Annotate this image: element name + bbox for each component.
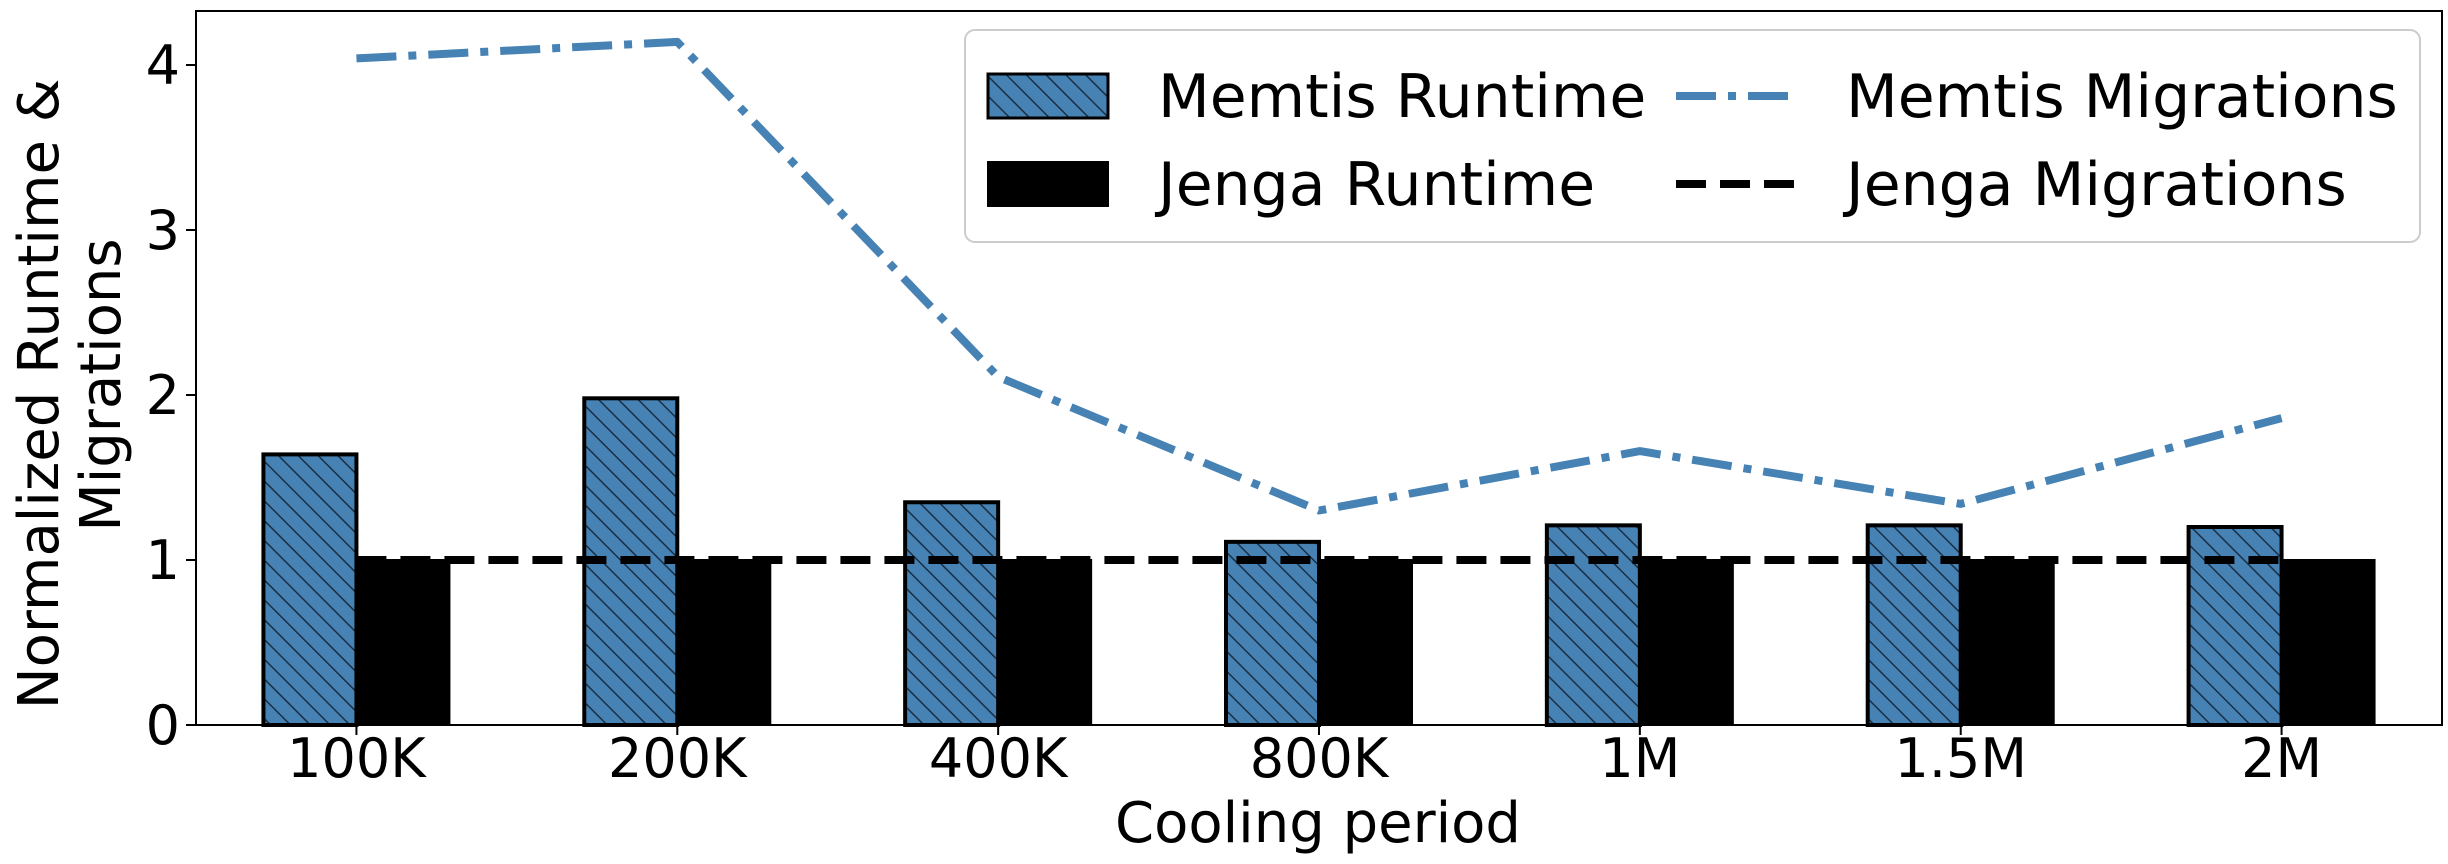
plot-area <box>195 10 2443 727</box>
jenga-runtime-bar <box>355 559 451 726</box>
jenga-runtime-bar <box>2280 559 2376 726</box>
legend-label-jenga-migrations: Jenga Migrations <box>1842 150 2347 220</box>
legend-swatch-memtis-runtime <box>986 72 1110 120</box>
y-tick-label: 1 <box>146 529 180 592</box>
y-tick-label: 3 <box>146 199 180 262</box>
x-tick-label: 1.5M <box>1894 727 2026 790</box>
y-axis-label: Normalized Runtime & Migrations <box>7 61 134 710</box>
memtis-runtime-bar <box>1224 539 1321 727</box>
legend-swatch-jenga-runtime <box>987 161 1109 207</box>
x-tick-label: 200K <box>608 727 748 790</box>
jenga-runtime-bar <box>1959 559 2055 726</box>
x-tick-label: 1M <box>1599 727 1680 790</box>
x-tick-label: 400K <box>929 727 1069 790</box>
y-axis-label-line-2: Migrations <box>69 238 134 531</box>
jenga-runtime-bar <box>1638 559 1734 726</box>
legend-label-memtis-runtime: Memtis Runtime <box>1158 62 1646 132</box>
legend-box <box>964 29 2421 243</box>
y-tick-label: 4 <box>146 34 180 97</box>
jenga-runtime-bar <box>1318 559 1413 726</box>
y-axis-label-line-1: Normalized Runtime & <box>7 79 72 710</box>
x-axis: 100K 200K 400K 800K 1M 1.5M 2M <box>287 725 2322 790</box>
legend-label-jenga-runtime: Jenga Runtime <box>1154 150 1595 220</box>
x-tick-label: 100K <box>287 727 427 790</box>
memtis-runtime-bar <box>1544 523 1642 727</box>
y-tick-label: 2 <box>146 364 180 427</box>
x-tick-label: 2M <box>2241 727 2322 790</box>
memtis-runtime-bar <box>1865 523 1963 727</box>
x-axis-label: Cooling period <box>1115 791 1521 856</box>
jenga-runtime-bar <box>997 559 1093 726</box>
memtis-migrations-line <box>356 37 2283 515</box>
x-tick-label: 800K <box>1250 727 1390 790</box>
y-tick-label: 0 <box>146 694 180 757</box>
memtis-runtime-bar <box>903 500 1001 727</box>
legend-label-memtis-migrations: Memtis Migrations <box>1846 62 2398 132</box>
y-axis: 0 1 2 3 4 <box>146 34 196 757</box>
memtis-runtime-bar <box>261 452 359 727</box>
legend: Memtis Runtime Jenga Runtime Memtis Migrat… <box>964 29 2421 243</box>
jenga-runtime-bar <box>676 559 772 726</box>
